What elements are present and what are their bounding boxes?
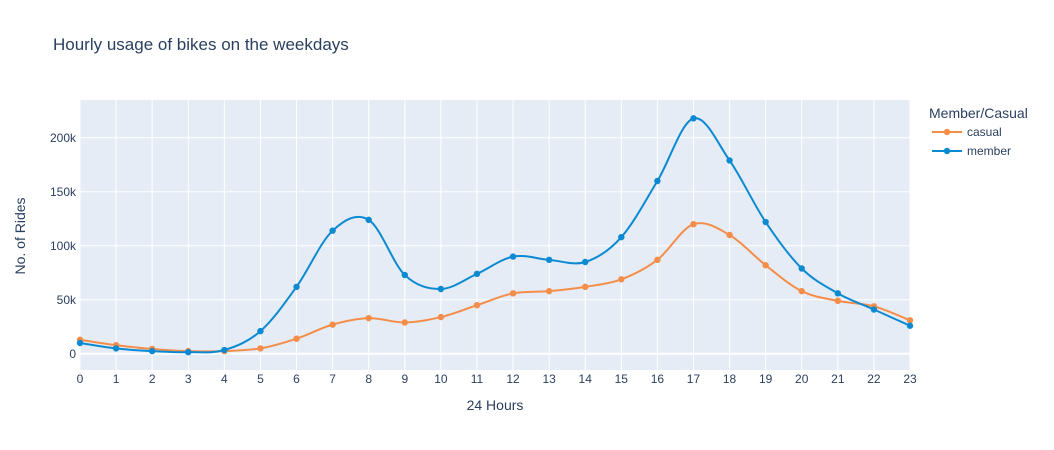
- data-point-casual[interactable]: [618, 276, 625, 283]
- data-point-casual[interactable]: [509, 290, 517, 297]
- data-point-member[interactable]: [365, 216, 372, 224]
- x-tick-label: 2: [149, 372, 156, 386]
- y-tick-label: 200k: [50, 131, 77, 145]
- data-point-member[interactable]: [329, 227, 336, 234]
- y-tick-label: 100k: [50, 239, 77, 253]
- plot-area: [80, 100, 910, 370]
- data-point-casual[interactable]: [906, 317, 914, 324]
- y-tick-label: 150k: [50, 185, 77, 199]
- data-point-member[interactable]: [654, 177, 661, 185]
- data-point-casual[interactable]: [582, 283, 589, 291]
- data-point-casual[interactable]: [437, 313, 445, 321]
- legend-title: Member/Casual: [929, 105, 1028, 121]
- x-tick-label: 6: [293, 372, 300, 386]
- legend: casual member: [932, 125, 1011, 158]
- data-point-member[interactable]: [834, 290, 842, 297]
- legend-marker-member: [943, 147, 951, 155]
- x-tick-label: 19: [759, 372, 773, 386]
- data-point-member[interactable]: [509, 253, 517, 260]
- data-point-member[interactable]: [257, 327, 264, 335]
- grid: [79, 100, 911, 370]
- data-point-casual[interactable]: [329, 321, 336, 328]
- series-layer: [76, 115, 914, 356]
- data-point-member[interactable]: [545, 256, 553, 264]
- y-axis-title: No. of Rides: [12, 197, 28, 274]
- x-tick-label: 8: [365, 372, 372, 386]
- data-point-member[interactable]: [76, 339, 84, 347]
- x-tick-label: 0: [77, 372, 84, 386]
- x-tick-label: 3: [185, 372, 192, 386]
- data-point-casual[interactable]: [726, 231, 733, 239]
- legend-item-casual[interactable]: casual: [932, 125, 1002, 139]
- y-tick-label: 50k: [57, 293, 77, 307]
- data-point-member[interactable]: [112, 345, 120, 352]
- data-point-casual[interactable]: [545, 287, 553, 295]
- x-axis-ticks: 0 1 2 3 4 5 6 7 8 9 10 11 12 13 14 15 16 17 18 19 20 21 22 23: [77, 372, 917, 386]
- x-tick-label: 12: [506, 372, 520, 386]
- data-point-member[interactable]: [618, 233, 625, 241]
- x-tick-label: 4: [221, 372, 228, 386]
- data-point-member[interactable]: [401, 271, 408, 279]
- y-axis-ticks: 0 50k 100k 150k 200k: [50, 131, 77, 361]
- x-tick-label: 15: [615, 372, 629, 386]
- data-point-casual[interactable]: [365, 314, 372, 322]
- y-tick-label: 0: [69, 347, 76, 361]
- x-tick-label: 1: [113, 372, 120, 386]
- x-tick-label: 11: [471, 372, 484, 386]
- x-tick-label: 10: [434, 372, 448, 386]
- data-point-casual[interactable]: [690, 221, 697, 228]
- data-point-casual[interactable]: [654, 256, 661, 264]
- data-point-casual[interactable]: [834, 297, 842, 305]
- data-point-casual[interactable]: [293, 335, 300, 342]
- x-tick-label: 9: [401, 372, 408, 386]
- data-point-casual[interactable]: [762, 262, 769, 269]
- series-member: [76, 115, 914, 356]
- chart-title: Hourly usage of bikes on the weekdays: [53, 35, 349, 54]
- data-point-casual[interactable]: [257, 345, 264, 352]
- data-point-casual[interactable]: [798, 287, 805, 295]
- x-tick-label: 16: [651, 372, 665, 386]
- x-tick-label: 14: [579, 372, 593, 386]
- x-tick-label: 22: [867, 372, 881, 386]
- data-point-member[interactable]: [148, 347, 156, 355]
- data-point-member[interactable]: [185, 348, 192, 356]
- x-tick-label: 7: [329, 372, 336, 386]
- x-tick-label: 18: [723, 372, 737, 386]
- data-point-member[interactable]: [762, 218, 769, 226]
- legend-marker-casual: [943, 128, 951, 136]
- legend-label-casual: casual: [967, 125, 1002, 139]
- data-point-member[interactable]: [690, 115, 697, 122]
- x-tick-label: 13: [542, 372, 556, 386]
- data-point-member[interactable]: [906, 322, 914, 329]
- x-tick-label: 20: [795, 372, 809, 386]
- data-point-member[interactable]: [293, 283, 300, 291]
- data-point-casual[interactable]: [473, 302, 481, 309]
- x-tick-label: 17: [687, 372, 701, 386]
- legend-label-member: member: [967, 144, 1011, 158]
- data-point-member[interactable]: [798, 265, 805, 272]
- data-point-member[interactable]: [221, 346, 228, 354]
- x-tick-label: 21: [831, 372, 845, 386]
- data-point-member[interactable]: [437, 285, 445, 293]
- x-axis-title: 24 Hours: [467, 397, 524, 413]
- data-point-member[interactable]: [726, 157, 733, 164]
- data-point-member[interactable]: [473, 270, 481, 278]
- data-point-casual[interactable]: [401, 319, 408, 326]
- data-point-member[interactable]: [870, 306, 878, 313]
- x-tick-label: 5: [257, 372, 264, 386]
- legend-item-member[interactable]: member: [932, 144, 1011, 158]
- data-point-member[interactable]: [582, 258, 589, 266]
- x-tick-label: 23: [903, 372, 917, 386]
